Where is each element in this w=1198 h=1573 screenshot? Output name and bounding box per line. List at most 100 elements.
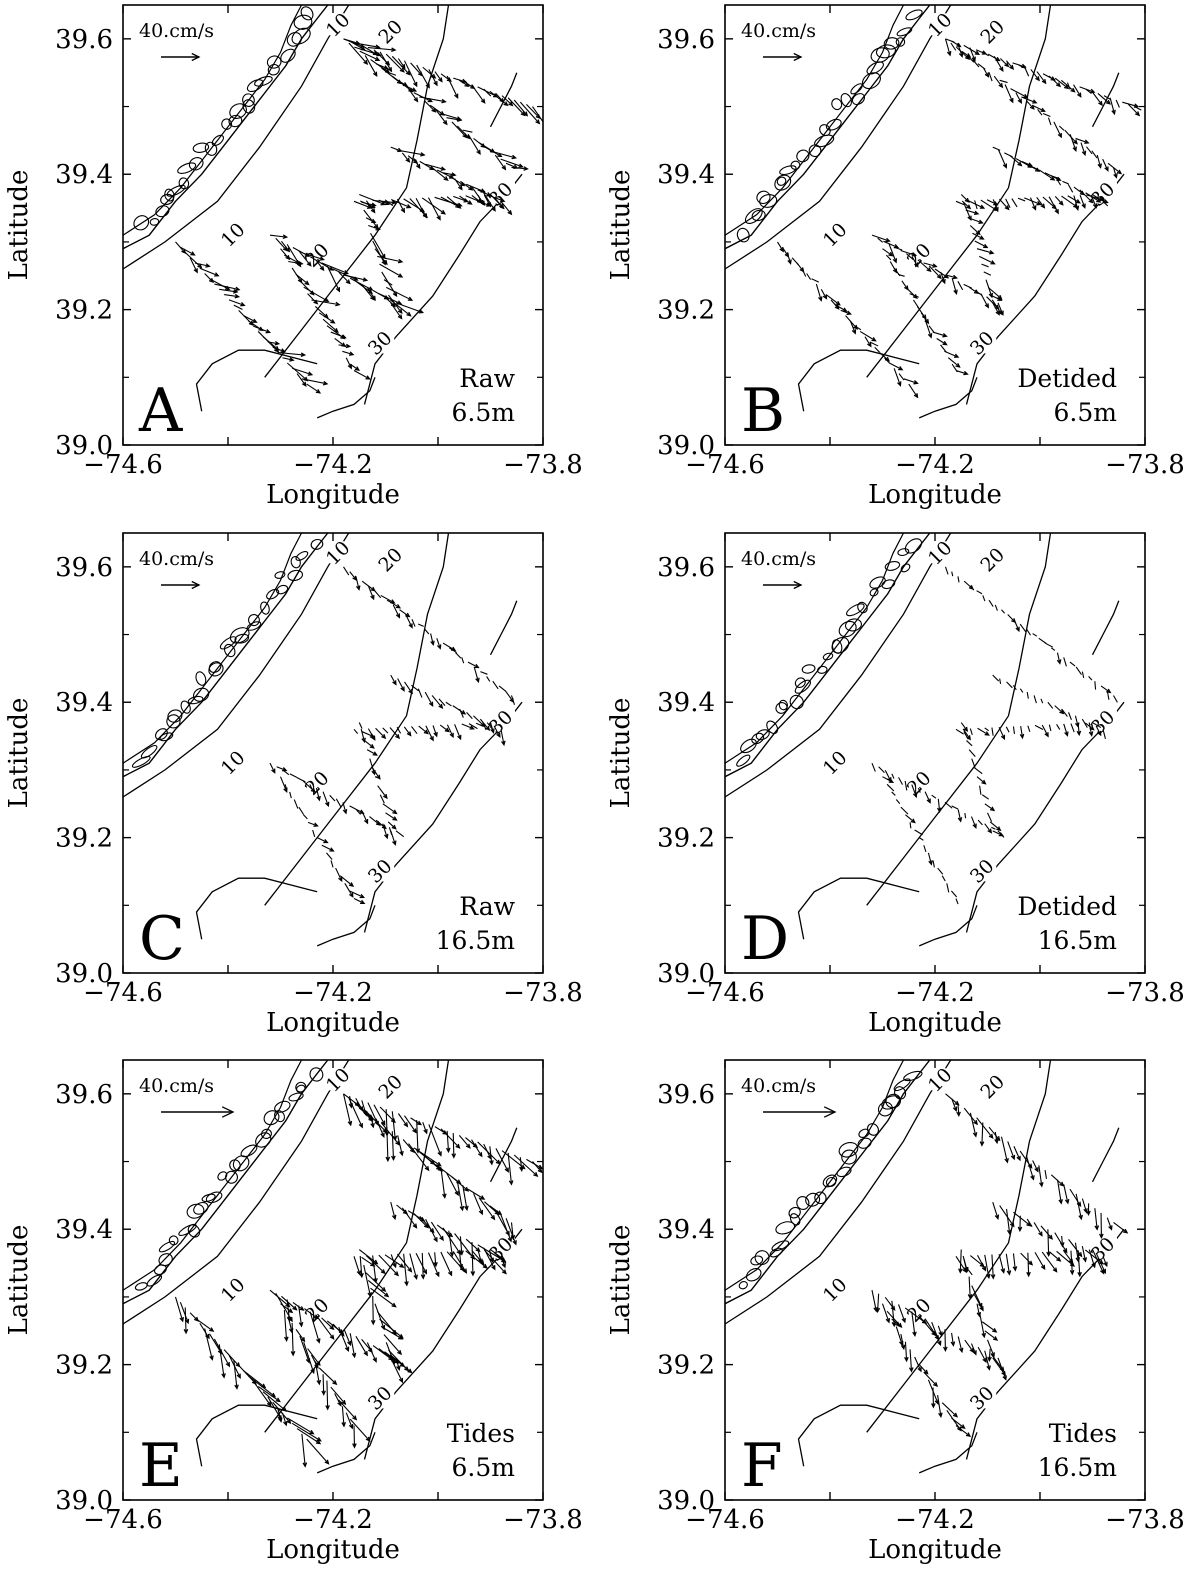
current-vector-head [375,226,381,231]
south-shoreline [316,1432,376,1474]
current-vector-head [1099,1233,1104,1239]
current-vector-head [867,342,872,348]
marsh-island [884,560,901,571]
current-vector [456,1180,464,1211]
current-vector [801,268,807,277]
current-vector-head [1077,92,1082,98]
current-vector-head [996,826,1002,832]
y-axis-title: Latitude [606,698,636,809]
scale-arrow-head [823,1106,837,1118]
current-vector [180,246,195,256]
current-vector [397,79,408,87]
marsh-island [838,620,857,638]
current-vector-head [480,200,486,206]
current-vector-head [1059,1181,1065,1187]
x-tick-label: −74.6 [83,1505,163,1535]
current-vector-head [315,389,322,394]
current-vector-head [476,149,481,156]
current-vector [204,273,214,283]
current-vector-head [458,185,463,191]
current-vector [1038,637,1047,644]
current-vector [382,823,388,839]
marsh-island [869,576,886,589]
current-vector [243,1370,266,1388]
current-vector [1061,195,1078,208]
panel-caption-type: Tides [1049,1419,1117,1448]
current-vector [988,599,994,607]
marsh-island [825,1176,837,1187]
current-vector-head [413,1274,418,1281]
current-vector [304,253,324,261]
current-vector [519,101,540,124]
current-vector-head [403,1122,409,1128]
current-vector-head [501,1262,506,1269]
current-vector-head [449,1251,455,1258]
current-vector-head [400,686,405,692]
current-vector [425,725,434,741]
current-vector-head [1091,1262,1096,1269]
current-vector-head [285,255,291,261]
current-vector [1020,726,1024,738]
current-vector [1013,1211,1031,1227]
current-vector [1102,1256,1108,1266]
current-vector-head [1097,730,1102,737]
current-vector-head [1009,64,1015,70]
current-vector [434,71,443,82]
current-vector [1075,1193,1082,1219]
current-vector-head [298,260,304,266]
current-vector-head [981,779,987,785]
current-vector-head [503,101,509,107]
current-vector-head [1077,1271,1082,1278]
current-vector [372,1295,374,1324]
current-vector [964,812,967,819]
current-vector [500,729,505,745]
current-vector-head [438,77,443,83]
current-vector-head [1044,732,1049,738]
current-vector [281,1295,297,1311]
current-vector-head [382,793,388,800]
current-vector [999,678,1002,684]
current-vector [299,1335,310,1363]
current-vector [1037,109,1043,116]
current-vector-head [258,326,264,332]
current-vector-head [1026,1271,1031,1278]
current-vector [878,766,885,774]
current-vector-head [1004,205,1010,211]
current-vector-head [482,1263,488,1269]
current-vector [436,638,441,649]
current-vector-head [1017,1226,1023,1233]
marsh-island [766,720,779,735]
current-vector-head [537,1164,543,1170]
marsh-island [775,702,788,714]
current-vector-head [425,83,430,89]
current-vector [1073,186,1085,195]
current-vector-head [900,1344,906,1351]
current-vector-head [444,727,450,733]
current-vector-head [910,818,916,824]
current-vector [427,197,441,220]
east-shoreline [1091,72,1120,128]
y-tick-label: 39.2 [55,296,113,326]
current-vector [403,60,418,87]
current-vector-head [456,117,463,122]
east-shoreline [1091,600,1120,656]
x-tick-label: −74.6 [83,978,163,1008]
current-vector [906,253,914,260]
current-vector [918,837,924,841]
current-vector [322,1374,325,1395]
marsh-island [817,665,828,674]
current-vector-head [365,1436,371,1442]
current-vector [1005,1208,1011,1234]
marsh-island [794,679,812,694]
current-vector [924,791,931,803]
current-vector [864,336,872,347]
marsh-island [158,1253,173,1267]
current-vector [311,299,340,306]
current-vector-head [851,329,857,335]
current-vector [989,821,1001,831]
current-vector-head [984,731,990,736]
current-vector-head [373,1277,378,1284]
current-vector [955,1425,971,1437]
current-vector [982,67,989,77]
